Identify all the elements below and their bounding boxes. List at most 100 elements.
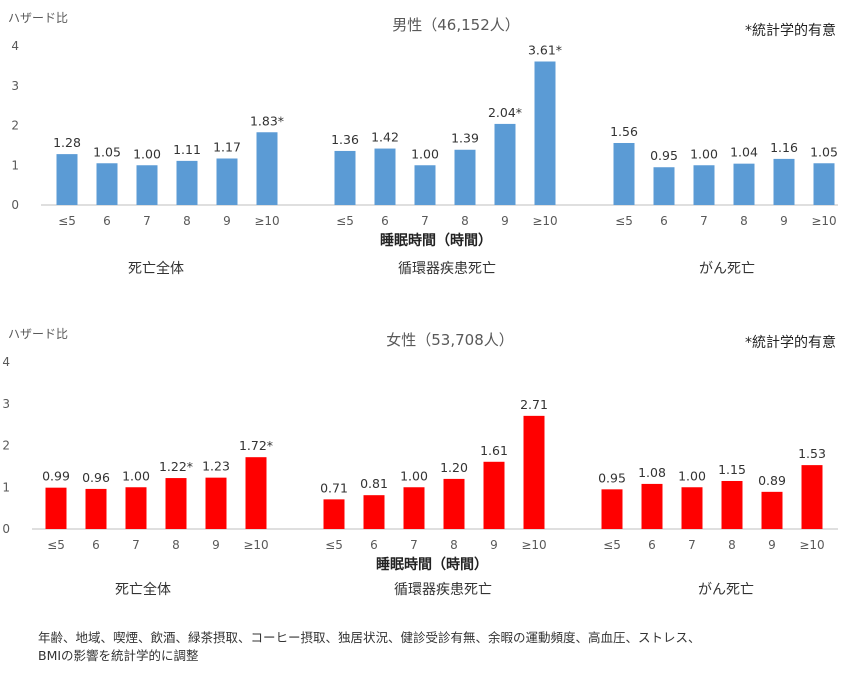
female-x-tick-label: 8	[172, 538, 180, 552]
female-x-tick-label: 8	[728, 538, 736, 552]
male-bar-value-label: 1.17	[213, 139, 241, 154]
male-bar	[693, 165, 715, 205]
female-bar	[245, 457, 267, 529]
female-x-tick-label: 7	[132, 538, 140, 552]
male-x-tick-label: 7	[421, 214, 429, 228]
male-bar	[813, 163, 835, 205]
male-bar-value-label: 1.00	[690, 146, 718, 161]
female-bar	[443, 478, 465, 529]
female-bar-value-label: 2.71	[520, 397, 548, 412]
male-bar-value-label: 1.42	[371, 130, 399, 145]
female-bar-value-label: 0.89	[758, 473, 786, 488]
male-group-label: 死亡全体	[128, 260, 184, 277]
male-bar	[494, 123, 516, 205]
male-x-tick-label: 6	[660, 214, 668, 228]
female-bar-value-label: 1.23	[202, 459, 230, 474]
female-x-tick-label: ≥10	[521, 538, 546, 552]
male-bar-value-label: 1.00	[411, 146, 439, 161]
female-bar-value-label: 0.95	[598, 470, 626, 485]
female-y-tick-label: 0	[2, 522, 10, 536]
female-bar	[165, 478, 187, 529]
male-bar	[454, 149, 476, 205]
male-bar	[733, 163, 755, 205]
female-x-axis-label: 睡眠時間（時間）	[376, 556, 488, 573]
male-bar-value-label: 1.16	[770, 140, 798, 155]
male-y-tick-label: 3	[11, 79, 19, 93]
male-chart-title: 男性（46,152人）	[392, 16, 520, 34]
male-bar	[334, 150, 356, 205]
male-bar-value-label: 1.39	[451, 131, 479, 146]
female-bar	[403, 487, 425, 529]
male-bar	[414, 165, 436, 205]
male-x-tick-label: ≥10	[811, 214, 836, 228]
male-bar-value-label: 1.00	[133, 146, 161, 161]
male-x-axis-label: 睡眠時間（時間）	[380, 232, 492, 249]
male-bar-value-label: 1.28	[53, 135, 81, 150]
male-bar-value-label: 1.05	[810, 144, 838, 159]
female-bar-value-label: 1.20	[440, 460, 468, 475]
female-y-tick-label: 3	[2, 397, 10, 411]
female-group-label: 循環器疾患死亡	[394, 582, 492, 598]
female-bar	[323, 499, 345, 529]
male-bar	[256, 132, 278, 205]
female-x-tick-label: 9	[212, 538, 220, 552]
female-bar-value-label: 1.08	[638, 465, 666, 480]
male-x-tick-label: ≤5	[615, 214, 633, 228]
male-bar	[176, 160, 198, 205]
female-x-tick-label: 9	[768, 538, 776, 552]
male-y-axis-label: ハザード比	[8, 11, 68, 25]
male-y-tick-label: 2	[11, 119, 19, 133]
male-x-tick-label: 7	[143, 214, 151, 228]
male-bar-value-label: 1.83*	[250, 113, 284, 128]
female-bar-value-label: 0.71	[320, 480, 348, 495]
female-bar	[761, 491, 783, 529]
male-bar-value-label: 1.05	[93, 144, 121, 159]
female-group-label: がん死亡	[698, 582, 754, 598]
female-x-tick-label: ≤5	[47, 538, 65, 552]
male-bar	[773, 158, 795, 205]
female-bar-value-label: 0.81	[360, 476, 388, 491]
female-x-tick-label: ≥10	[799, 538, 824, 552]
male-bar-value-label: 1.04	[730, 145, 758, 160]
male-bar-value-label: 1.11	[173, 142, 201, 157]
male-x-tick-label: 9	[501, 214, 509, 228]
female-bar-value-label: 1.53	[798, 446, 826, 461]
female-x-tick-label: 6	[370, 538, 378, 552]
male-group-label: 循環器疾患死亡	[398, 261, 496, 277]
male-bar	[136, 165, 158, 205]
male-x-tick-label: 7	[700, 214, 708, 228]
male-bar	[653, 167, 675, 205]
male-bar	[96, 163, 118, 205]
male-bar-value-label: 2.04*	[488, 105, 522, 120]
male-significance-note: *統計学的有意	[745, 22, 836, 39]
female-bar-value-label: 1.00	[678, 468, 706, 483]
female-y-tick-label: 2	[2, 439, 10, 453]
male-x-tick-label: 8	[183, 214, 191, 228]
female-bar	[801, 465, 823, 529]
female-bar-value-label: 1.00	[122, 468, 150, 483]
female-bar	[483, 461, 505, 529]
female-bar	[523, 415, 545, 529]
female-y-tick-label: 1	[2, 480, 10, 494]
male-bar	[613, 142, 635, 205]
female-bar-value-label: 0.99	[42, 469, 70, 484]
male-bar	[374, 148, 396, 205]
female-x-tick-label: ≤5	[603, 538, 621, 552]
male-bar	[216, 158, 238, 205]
male-x-tick-label: ≤5	[58, 214, 76, 228]
female-bar-value-label: 1.61	[480, 443, 508, 458]
male-bar-value-label: 1.36	[331, 132, 359, 147]
female-bar-value-label: 1.15	[718, 462, 746, 477]
female-bar-value-label: 0.96	[82, 470, 110, 485]
female-x-tick-label: 9	[490, 538, 498, 552]
male-y-tick-label: 0	[11, 198, 19, 212]
footnote-line-1: 年齢、地域、喫煙、飲酒、緑茶摂取、コーヒー摂取、独居状況、健診受診有無、余暇の運…	[38, 630, 701, 645]
female-bar	[721, 480, 743, 529]
female-bar-value-label: 1.72*	[239, 438, 273, 453]
female-chart-title: 女性（53,708人）	[386, 331, 514, 349]
female-x-tick-label: 6	[648, 538, 656, 552]
male-bar-value-label: 3.61*	[528, 43, 562, 58]
female-bar	[85, 488, 107, 529]
male-x-tick-label: ≥10	[532, 214, 557, 228]
female-bar-value-label: 1.22*	[159, 459, 193, 474]
